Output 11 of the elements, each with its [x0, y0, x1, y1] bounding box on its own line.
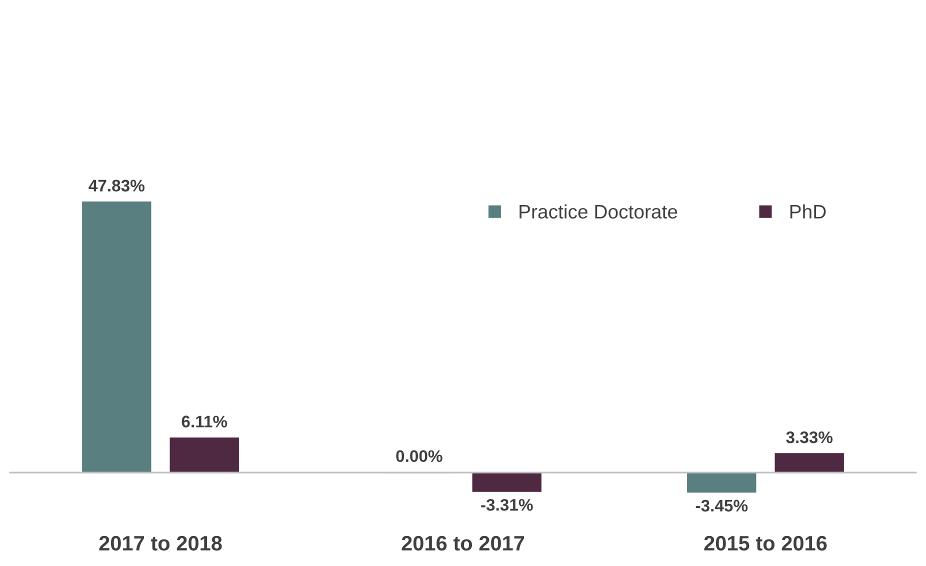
data-label: 3.33%	[786, 431, 833, 444]
legend-label: PhD	[790, 204, 826, 218]
x-tick-label: 2016 to 2017	[402, 536, 524, 551]
data-label: 47.83%	[88, 180, 144, 192]
data-label: 6.11%	[182, 416, 228, 428]
data-label: -3.31%	[481, 498, 533, 511]
legend-label: Practice Doctorate	[520, 204, 678, 219]
data-label: -3.45%	[696, 500, 748, 512]
x-tick-label: 2015 to 2016	[704, 536, 827, 551]
data-label: 0.00%	[396, 450, 442, 462]
x-tick-label: 2017 to 2018	[99, 536, 222, 551]
